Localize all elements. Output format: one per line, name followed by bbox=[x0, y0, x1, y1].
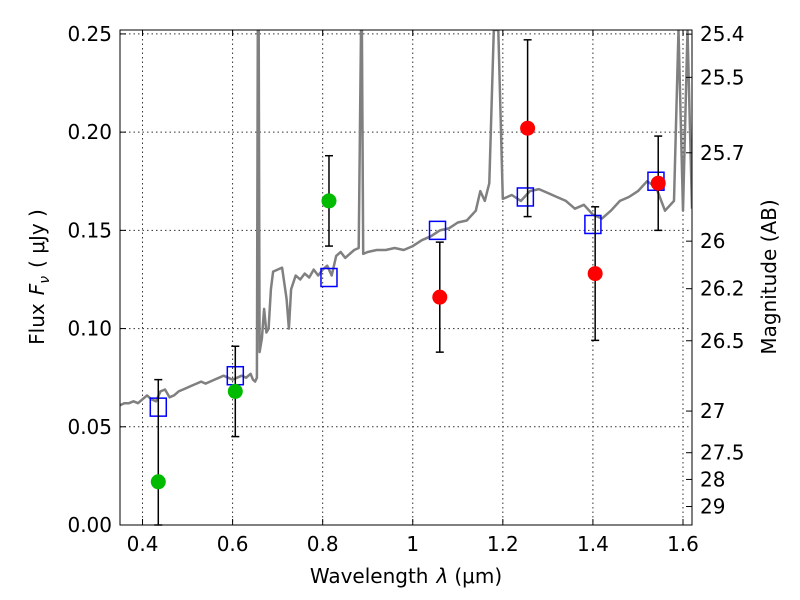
right-tick-label: 26.5 bbox=[700, 329, 745, 353]
observed-data-point bbox=[150, 474, 166, 490]
x-tick-label: 1.2 bbox=[487, 532, 519, 556]
y-tick-label: 0.20 bbox=[67, 120, 112, 144]
ticks: 0.4 0.6 0.8 1 1.2 1.4 1.6 0.00 0.05 0.10 0.15 0.20 0… bbox=[67, 22, 744, 556]
y-tick-label: 0.15 bbox=[67, 218, 112, 242]
x-tick-label: 1 bbox=[406, 532, 419, 556]
right-tick-label: 26 bbox=[700, 229, 725, 253]
model-photometry-point bbox=[516, 187, 535, 207]
x-axis-title: Wavelength λ (μm) bbox=[310, 564, 502, 588]
right-tick-label: 26.2 bbox=[700, 277, 745, 301]
grid bbox=[120, 30, 692, 526]
observed-data-point bbox=[321, 193, 337, 209]
observed-data-point bbox=[227, 383, 243, 399]
observed-data-point bbox=[587, 266, 603, 282]
plot-background bbox=[120, 30, 692, 525]
right-tick-label: 25.5 bbox=[700, 65, 745, 89]
plot-frame bbox=[119, 29, 693, 526]
data-layer bbox=[120, 30, 692, 407]
model-photometry-point bbox=[584, 214, 602, 235]
right-tick-label: 29 bbox=[700, 495, 725, 519]
observed-data-point bbox=[432, 289, 448, 305]
right-tick-label: 25.7 bbox=[700, 141, 745, 165]
model-photometry-point bbox=[320, 267, 338, 288]
x-tick-label: 1.6 bbox=[667, 532, 699, 556]
right-tick-label: 27.5 bbox=[700, 441, 745, 465]
right-tick-label: 28 bbox=[700, 467, 725, 491]
y-tick-label: 0.00 bbox=[67, 513, 112, 537]
observed-data-point bbox=[520, 120, 536, 136]
x-tick-label: 0.8 bbox=[307, 532, 339, 556]
right-tick-label: 27 bbox=[700, 399, 725, 423]
x-tick-label: 1.4 bbox=[577, 532, 609, 556]
observed-data-point bbox=[650, 175, 666, 191]
marker-layer bbox=[149, 39, 666, 526]
y-tick-label: 0.05 bbox=[67, 415, 112, 439]
model-photometry-point bbox=[428, 220, 447, 241]
y-tick-label: 0.25 bbox=[67, 22, 112, 46]
right-tick-label: 25.4 bbox=[700, 22, 745, 46]
x-tick-label: 0.6 bbox=[217, 532, 249, 556]
model-spectrum-line bbox=[120, 30, 692, 407]
x-tick-label: 0.4 bbox=[127, 532, 159, 556]
y-tick-label: 0.10 bbox=[67, 317, 112, 341]
y-axis-title: FluxFν( μJy ) bbox=[25, 209, 53, 345]
right-axis-title: Magnitude (AB) bbox=[757, 199, 781, 354]
